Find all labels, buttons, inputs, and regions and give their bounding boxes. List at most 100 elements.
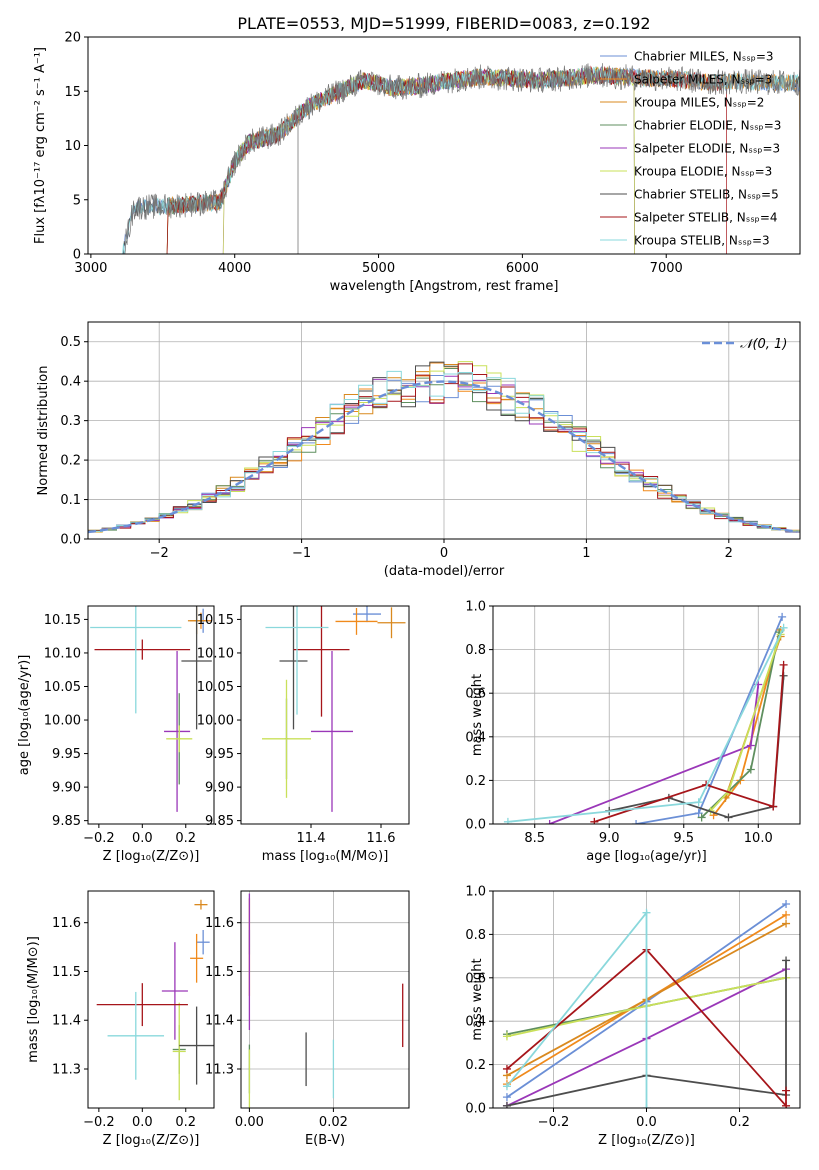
point-1 [190, 933, 204, 983]
xtick-label-1: 0.0 [636, 1115, 657, 1130]
y-axis-label: mass weight [470, 958, 485, 1040]
point-8 [107, 991, 165, 1080]
ytick-label-2: 0.4 [465, 730, 486, 745]
series-7-marker-3 [779, 660, 788, 669]
ytick-label-1: 11.4 [205, 1014, 234, 1029]
point-7 [96, 983, 188, 1027]
x-axis-label: (data-model)/error [384, 564, 505, 579]
point-6 [279, 606, 308, 730]
series-0-marker-0 [632, 820, 641, 824]
plot-area [262, 606, 406, 812]
legend-label-3: Chabrier ELODIE, Nₛₛₚ=3 [634, 119, 781, 133]
series-8-marker-1 [642, 908, 651, 917]
ytick-label-0: 0.0 [60, 533, 81, 548]
xtick-label-3: 10.0 [744, 831, 773, 846]
series-1-marker-2 [782, 910, 791, 919]
point-0 [353, 606, 381, 623]
plot-area [503, 612, 788, 824]
plot-area [122, 63, 800, 254]
series-6-marker-2 [724, 813, 733, 822]
xtick-label-3: 6000 [506, 261, 539, 276]
legend-label-5: Kroupa ELODIE, Nₛₛₚ=3 [634, 165, 772, 179]
ytick-label-3: 0.6 [465, 971, 486, 986]
ytick-label-2: 11.5 [52, 965, 81, 980]
point-8 [265, 606, 329, 715]
ytick-label-3: 0.6 [465, 687, 486, 702]
observed-spectrum [123, 63, 800, 254]
xtick-label-2: 0.2 [175, 1115, 196, 1130]
series-8-marker-2 [642, 1104, 651, 1108]
ytick-label-5: 0.5 [60, 335, 81, 350]
axes-frame [240, 890, 410, 1109]
ytick-label-2: 11.5 [205, 965, 234, 980]
xtick-label-1: 9.0 [599, 831, 620, 846]
point-0 [196, 930, 210, 955]
xtick-label-1: 0.0 [132, 831, 153, 846]
panel-mass-vs-ebv: 0.00 0.02 11.3 11.4 11.5 11.6 E(B-V) [205, 890, 410, 1148]
point-2 [194, 899, 208, 910]
legend-label-0: Chabrier MILES, Nₛₛₚ=3 [634, 50, 774, 64]
ytick-label-3: 10.00 [44, 714, 81, 729]
legend-label-1: Salpeter MILES, Nₛₛₚ=3 [634, 73, 772, 87]
point-5 [262, 679, 311, 798]
axes-frame [87, 890, 215, 1109]
ytick-label-2: 9.95 [52, 747, 81, 762]
xtick-label-2: 0 [440, 546, 448, 561]
series-2-marker-2 [782, 919, 791, 928]
series-7-marker-3 [782, 1086, 791, 1095]
legend: Chabrier MILES, Nₛₛₚ=3 Salpeter MILES, Nₛ… [600, 50, 781, 248]
series-5 [709, 634, 782, 812]
xtick-label-4: 7000 [650, 261, 683, 276]
y-axis-label: Normed distribution [36, 366, 51, 496]
ytick-label-1: 0.2 [465, 1058, 486, 1073]
series-8-marker-0 [503, 817, 512, 824]
legend: 𝒩(0, 1) [702, 337, 787, 352]
point-1 [335, 608, 378, 635]
xtick-label-0: −0.2 [83, 1115, 115, 1130]
xtick-label-0: −2 [150, 546, 169, 561]
ytick-label-0: 0 [73, 248, 81, 263]
series-6-marker-0 [502, 1101, 511, 1108]
xtick-label-0: 8.5 [524, 831, 545, 846]
panel-mass-weight-vs-Z: −0.2 0.0 0.2 0.0 0.2 0.4 0.6 0.8 1.0 Z [log₁₀(Z/Z… [465, 885, 801, 1148]
panel-mass-vs-Z: −0.2 0.0 0.2 11.3 11.4 11.5 11.6 Z [log₁₀(Z/Z⊙)… [26, 890, 215, 1148]
series-7 [594, 664, 785, 823]
series-7-marker-2 [782, 1101, 791, 1108]
axes-frame [87, 605, 215, 825]
spectrum-series-4 [222, 67, 635, 254]
ytick-label-2: 9.95 [205, 747, 234, 762]
xtick-label-3: 1 [582, 546, 590, 561]
xtick-label-0: 0.00 [235, 1115, 264, 1130]
series-0-marker-2 [778, 612, 787, 621]
ytick-label-3: 11.6 [52, 916, 81, 931]
xtick-label-2: 5000 [362, 261, 395, 276]
ytick-label-3: 11.6 [205, 916, 234, 931]
series-5-marker-0 [502, 1032, 511, 1041]
point-6 [181, 606, 212, 730]
normal-curve [88, 380, 798, 534]
point-6 [179, 1006, 214, 1085]
series-6 [506, 960, 787, 1107]
ytick-label-2: 0.2 [60, 454, 81, 469]
legend-label-2: Kroupa MILES, Nₛₛₚ=2 [634, 96, 764, 110]
legend-label-8: Kroupa STELIB, Nₛₛₚ=3 [634, 234, 770, 248]
series-7-marker-0 [590, 817, 599, 824]
series-3-marker-0 [697, 813, 706, 822]
ytick-label-1: 0.2 [465, 774, 486, 789]
series-8-marker-0 [502, 1082, 511, 1091]
series-7-marker-0 [502, 1064, 511, 1073]
xtick-label-0: 11.4 [297, 831, 326, 846]
point-5 [166, 725, 193, 753]
legend-label-7: Salpeter STELIB, Nₛₛₚ=4 [634, 211, 778, 225]
xtick-label-1: 0.0 [132, 1115, 153, 1130]
ytick-label-4: 0.8 [465, 643, 486, 658]
xtick-label-0: −0.2 [83, 831, 115, 846]
ytick-label-0: 0.0 [465, 1102, 486, 1117]
xtick-label-0: 3000 [74, 261, 107, 276]
ytick-label-1: 9.90 [205, 781, 234, 796]
point-7 [293, 606, 350, 717]
x-axis-label: Z [log₁₀(Z/Z⊙)] [103, 1133, 200, 1148]
ytick-label-5: 1.0 [465, 885, 486, 900]
point-4 [164, 650, 191, 812]
